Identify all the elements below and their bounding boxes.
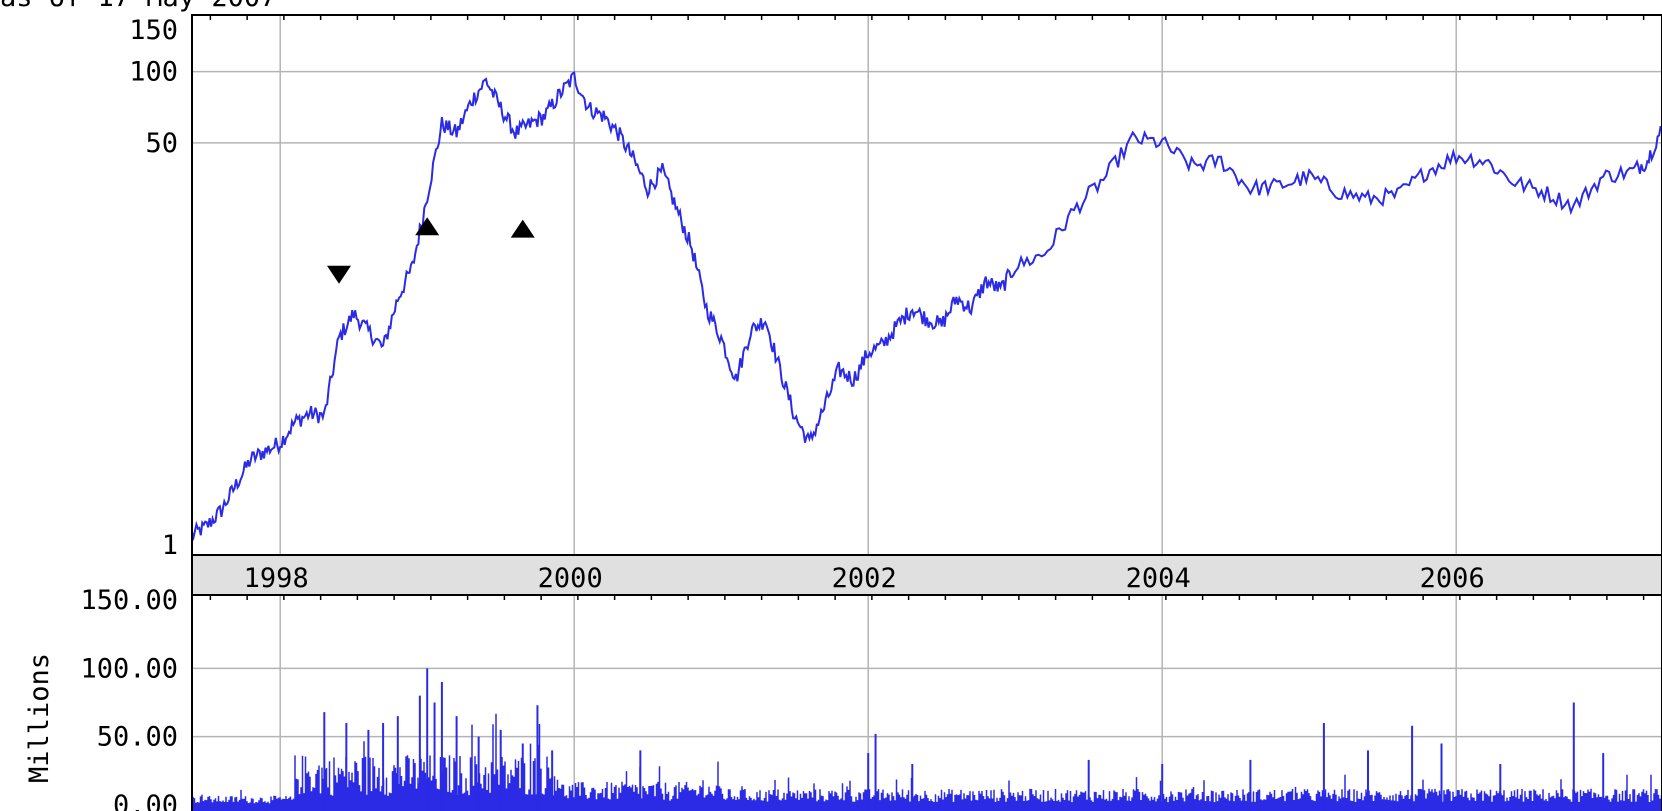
split-down-marker [327, 265, 351, 284]
date-axis-labels: 1998 2000 2002 2004 2006 [244, 563, 1485, 594]
volume-bars [192, 666, 1662, 811]
volume-frame [191, 594, 1662, 811]
split-up-marker [415, 217, 440, 236]
price-ytick-label: 50 [145, 128, 178, 159]
price-ytick-label: 150 [129, 15, 178, 46]
volume-ytick-label: 0.00 [113, 790, 178, 811]
volume-ytick-label: 150.00 [80, 585, 178, 616]
volume-ytick-label: 50.00 [97, 722, 178, 753]
date-axis-background [191, 554, 1662, 596]
price-series-line [191, 71, 1662, 542]
volume-axis-title: Millions [24, 653, 55, 783]
price-panel: 150 100 50 1 [129, 14, 1662, 561]
price-grid [192, 15, 1662, 555]
date-axis-label-2002: 2002 [832, 563, 897, 594]
chart-header: as of 17-May-2007 [0, 0, 276, 13]
volume-ytick-label: 100.00 [80, 653, 178, 684]
split-up-marker [510, 219, 535, 238]
volume-plot-area [192, 595, 1662, 811]
date-axis-label-2000: 2000 [538, 563, 603, 594]
price-y-axis: 150 100 50 1 [129, 15, 178, 561]
date-axis-band: 1998 2000 2002 2004 2006 [191, 554, 1662, 596]
volume-panel: 150.00 100.00 50.00 0.00 Millions [24, 585, 1662, 811]
price-ytick-label: 100 [129, 57, 178, 88]
split-markers [327, 217, 535, 284]
date-axis-label-1998: 1998 [244, 563, 309, 594]
price-ytick-label: 1 [162, 530, 178, 561]
volume-y-axis: 150.00 100.00 50.00 0.00 [80, 585, 178, 811]
date-axis-label-2004: 2004 [1126, 563, 1191, 594]
date-axis-label-2006: 2006 [1420, 563, 1485, 594]
price-plot-area [192, 15, 1662, 555]
